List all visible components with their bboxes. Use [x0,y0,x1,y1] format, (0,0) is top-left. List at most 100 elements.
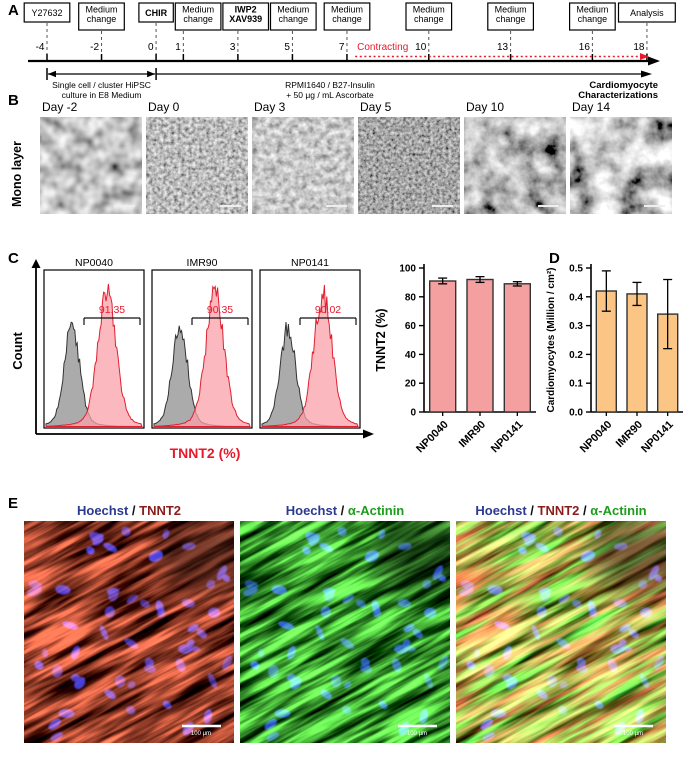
nucleus [531,625,541,641]
nucleus [156,609,166,618]
flow-sample-name: NP0141 [291,257,329,269]
stain-name: TNNT2 [537,503,580,518]
stain-name: Hoechst [285,503,338,518]
nucleus [403,624,415,633]
nucleus [635,709,645,724]
nucleus [355,599,366,608]
y-tick-label: 0 [410,408,416,419]
nucleus [274,709,291,718]
flow-x-axis-label: TNNT2 (%) [170,445,241,461]
nucleus [266,732,279,741]
nucleus [359,664,373,673]
nucleus [319,542,334,553]
timeline-arrow-icon [648,56,660,66]
stain-name: TNNT2 [139,503,182,518]
nucleus [208,673,217,689]
span-arrow-icon [641,70,652,78]
protocol-step-label: IWP2 [235,5,257,15]
nucleus [342,594,355,604]
nucleus [196,628,207,639]
day-number: -2 [90,42,99,53]
nucleus [460,580,475,589]
protocol-step-box [405,2,453,31]
micrograph-texture [570,117,672,214]
nucleus [42,648,48,658]
mono-layer-row-label: Mono layer [10,141,24,207]
nucleus [127,681,136,689]
nucleus [580,550,595,562]
nucleus [412,628,423,639]
nucleus [502,673,512,682]
micrograph-image [146,117,248,214]
flow-sample-name: IMR90 [187,257,218,269]
nucleus [143,664,157,673]
day-number: 18 [633,42,645,53]
nucleus [71,645,80,660]
gate-percentage: 90.35 [207,304,233,316]
micrograph-image [358,117,460,214]
protocol-step-label: Medium [331,5,363,15]
protocol-step-box [323,2,371,31]
micrograph-texture [146,117,248,214]
red-fiber-layer [24,521,234,743]
scale-bar-label: 100 μm [407,731,427,737]
protocol-step-box [487,2,534,31]
panel-c-flow-cytometry: Count TNNT2 (%) NP0040 91.35 IMR90 90.35 NP014… [10,254,382,466]
gate-percentage: 90.02 [315,304,341,316]
nucleus [524,533,536,546]
protocol-step-label: Medium [277,5,309,15]
protocol-step-label: change [496,14,526,24]
nucleus [571,599,582,608]
micrograph-texture [252,117,354,214]
protocol-step-box [568,2,616,31]
nucleus [287,645,296,660]
protocol-step-label: CHIR [145,8,167,18]
nucleus [114,675,126,688]
nucleus [315,625,325,641]
nucleus [320,689,332,700]
nucleus [187,624,199,633]
y-tick-label: 0.3 [569,321,583,332]
y-axis-arrow-icon [31,259,41,268]
stain-name: / [579,503,591,518]
span-arrow-icon [48,70,56,78]
nucleus [48,718,61,730]
nucleus [208,607,221,619]
protocol-step-label: Medium [182,5,214,15]
nucleus [92,533,104,546]
nucleus [494,621,510,630]
dark-region [374,521,450,593]
nucleus [175,658,186,673]
nucleus [250,660,260,670]
day-number: 1 [175,42,181,53]
stain-name: / [526,503,538,518]
y-tick-label: 100 [399,264,416,275]
fluorescence-image-2: 100 μm [240,521,450,743]
day-number: 5 [284,42,290,53]
protocol-step-box [174,2,222,31]
protocol-step-label: change [414,14,444,24]
nucleus [162,529,170,539]
nucleus [559,681,568,689]
nucleus [278,621,294,630]
nucleus [487,585,503,595]
nucleus [459,587,474,597]
panel-d-bar-chart: 0.0 0.1 0.2 0.3 0.4 0.5 NP0040 IMR90 NP0141 Cardi… [543,254,688,469]
fluorescence-title: Hoechst / α-Actinin [240,503,450,518]
nucleus [126,705,136,715]
day-label: Day 10 [466,100,505,114]
nucleus [424,673,433,689]
dark-region [158,521,234,593]
nucleus [162,700,172,709]
nucleus [343,681,352,689]
nucleus [613,542,628,550]
day-label: Day 3 [254,100,286,114]
nucleus [181,542,196,550]
micrograph-image [40,117,142,214]
stain-name: α-Actinin [347,503,405,518]
nucleus [86,546,95,555]
